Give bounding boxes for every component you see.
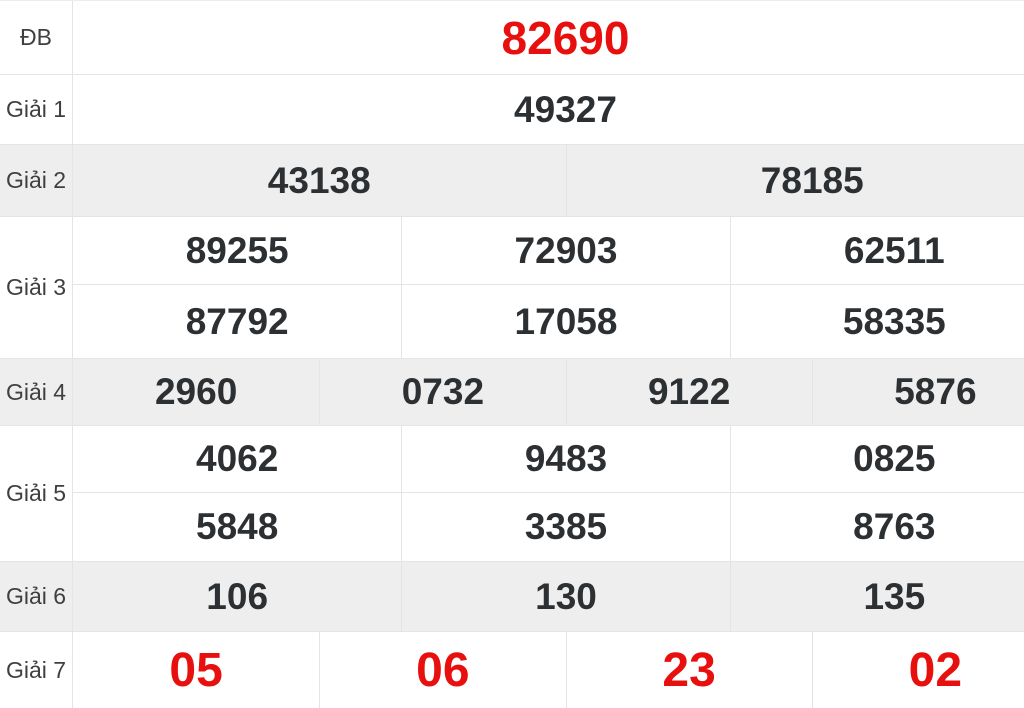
prize-row-label: Giải 4 [0,359,73,425]
prize-row-label: Giải 1 [0,75,73,144]
prize-value: 3385 [401,493,729,561]
prize-value-g7: 05 [169,644,223,697]
prize-value-db: 82690 [501,11,630,64]
prize-value: 2960 [154,371,238,412]
prize-row-label: Giải 6 [0,562,73,631]
prize-value: 17058 [401,285,729,358]
prize-row-label: Giải 3 [0,217,73,358]
prize-row-7: Giải 7 05 06 23 02 [0,632,1024,708]
prize-row-label: Giải 7 [0,632,73,708]
prize-value: 5876 [811,359,1024,425]
prize-value: 87792 [185,300,289,342]
prize-value: 49327 [514,88,617,130]
prize-row-2: Giải 2 43138 78185 [0,145,1024,217]
prize-value: 43138 [267,159,371,201]
prize-value: 0825 [729,426,1024,492]
prize-row-label: Giải 5 [0,426,73,561]
prize-value: 4062 [196,438,279,479]
prize-value: 135 [729,562,1024,631]
prize-row-label: Giải 2 [0,145,73,216]
prize-row-label: ĐB [0,1,73,74]
prize-value-g7: 06 [319,632,565,708]
prize-value: 5848 [196,506,279,547]
prize-value: 89255 [185,229,289,271]
prize-row-3: Giải 3 89255 72903 62511 87792 17058 583… [0,217,1024,359]
prize-value: 62511 [729,217,1024,284]
prize-value: 9122 [565,359,812,425]
prize-row-4: Giải 4 2960 0732 9122 5876 [0,359,1024,426]
prize-value: 9483 [401,426,729,492]
prize-row-6: Giải 6 106 130 135 [0,562,1024,632]
prize-value-g7: 02 [811,632,1024,708]
prize-value: 58335 [729,285,1024,358]
prize-value: 106 [206,575,269,617]
prize-row-1: Giải 1 49327 [0,75,1024,145]
prize-value: 8763 [729,493,1024,561]
prize-row-db: ĐB 82690 [0,1,1024,75]
prize-value: 130 [401,562,729,631]
prize-value-g7: 23 [565,632,812,708]
prize-value: 78185 [565,145,1024,216]
prize-value: 0732 [319,359,565,425]
prize-row-5: Giải 5 4062 9483 0825 5848 3385 8763 [0,426,1024,562]
prize-value: 72903 [401,217,729,284]
